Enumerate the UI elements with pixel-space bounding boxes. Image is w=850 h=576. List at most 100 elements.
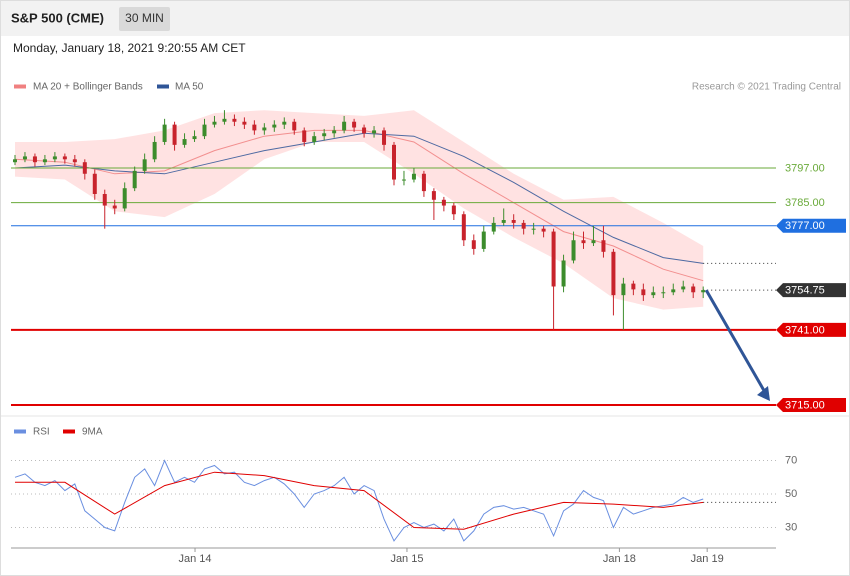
candle-body [681, 286, 686, 290]
legend-swatch [14, 429, 26, 434]
level-label: 3777.00 [785, 220, 825, 232]
candle-body [172, 124, 177, 145]
x-tick-label: Jan 14 [179, 553, 212, 565]
candle-body [621, 283, 626, 296]
legend-swatch [157, 84, 169, 89]
y-tick-label: 50 [785, 488, 797, 500]
candle-body [471, 240, 476, 249]
candle-body [691, 286, 696, 293]
interval: 30 MIN [125, 11, 164, 25]
candle-body [52, 156, 57, 160]
candle-body [451, 205, 456, 215]
legend-label: 9MA [82, 427, 103, 438]
level-label: 3785.00 [785, 197, 825, 209]
candle-body [302, 130, 307, 142]
legend-label: RSI [33, 427, 50, 438]
candle-body [611, 251, 616, 296]
level-box [776, 283, 846, 298]
candle-body [701, 290, 706, 293]
candle-body [142, 159, 147, 171]
legend-swatch [63, 429, 75, 434]
candle-body [312, 136, 317, 142]
candle-body [481, 231, 486, 249]
level-box [776, 218, 846, 233]
candle-body [242, 121, 247, 125]
x-tick-label: Jan 19 [691, 553, 724, 565]
level-label: 3715.00 [785, 399, 825, 411]
candle-body [112, 205, 117, 209]
candle-body [541, 228, 546, 232]
candle-body [561, 260, 566, 287]
candle-body [202, 124, 207, 137]
level-box [776, 322, 846, 337]
candle-body [641, 289, 646, 296]
rsi-line [15, 471, 704, 530]
candle-body [411, 173, 416, 180]
candle-body [72, 159, 77, 163]
candle-body [601, 240, 606, 252]
candle-body [491, 222, 496, 232]
candle-body [391, 144, 396, 180]
candle-body [92, 173, 97, 194]
candle-body [212, 121, 217, 125]
candle-body [182, 139, 187, 145]
candle-body [152, 141, 157, 160]
candle-body [441, 199, 446, 206]
candle-body [22, 156, 27, 160]
candle-body [32, 156, 37, 163]
candle-body [272, 124, 277, 128]
candle-body [62, 156, 67, 160]
candle-body [521, 222, 526, 229]
forecast-arrowhead [757, 386, 770, 402]
candle-body [332, 130, 337, 134]
level-label: 3754.75 [785, 285, 825, 297]
candle-body [342, 121, 347, 131]
candle-body [292, 121, 297, 131]
candle-body [421, 173, 426, 192]
x-tick-label: Jan 18 [603, 553, 636, 565]
source: Research © 2021 Trading Central [692, 82, 841, 93]
legend-swatch [14, 84, 26, 89]
candle-body [671, 289, 676, 293]
candle-body [192, 136, 197, 140]
candle-body [162, 124, 167, 142]
candle-body [372, 130, 377, 134]
candle-body [262, 127, 267, 131]
candle-body [501, 220, 506, 223]
bollinger-band [15, 110, 704, 310]
legend-label: MA 20 + Bollinger Bands [33, 82, 143, 93]
candle-body [382, 130, 387, 145]
candle-body [222, 118, 227, 122]
candle-body [511, 220, 516, 223]
candle-body [651, 292, 656, 296]
forecast-arrow [704, 289, 768, 395]
level-box [776, 398, 846, 413]
candle-body [102, 193, 107, 206]
y-tick-label: 70 [785, 454, 797, 466]
title: S&P 500 (CME) [11, 10, 104, 25]
candle-body [322, 133, 327, 137]
timestamp: Monday, January 18, 2021 9:20:55 AM CET [13, 41, 246, 55]
candle-body [661, 292, 666, 294]
candle-body [591, 240, 596, 244]
candle-body [252, 124, 257, 131]
candle-body [352, 121, 357, 128]
legend-label: MA 50 [175, 82, 204, 93]
candle-body [531, 228, 536, 230]
y-tick-label: 30 [785, 521, 797, 533]
candle-body [42, 159, 47, 163]
candle-body [401, 179, 406, 181]
candle-body [12, 159, 17, 163]
candle-body [431, 191, 436, 200]
interval-box [119, 7, 170, 31]
x-tick-label: Jan 15 [390, 553, 423, 565]
candle-body [362, 127, 367, 134]
candle-body [551, 231, 556, 287]
candle-body [232, 118, 237, 122]
level-label: 3741.00 [785, 324, 825, 336]
candle-body [571, 240, 576, 261]
candle-body [132, 170, 137, 189]
